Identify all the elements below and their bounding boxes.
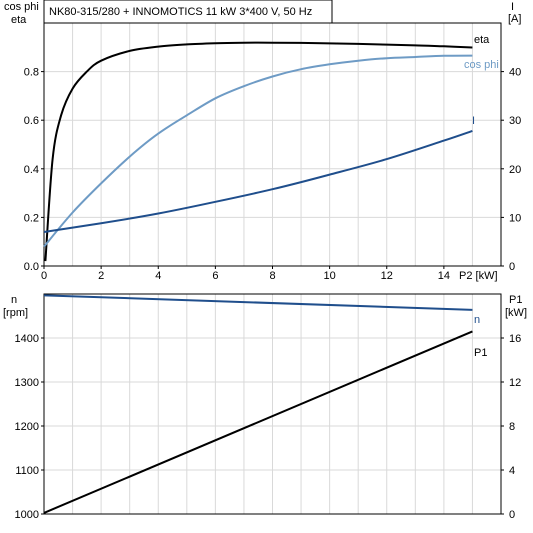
y-right-tick-label: 10 (509, 212, 521, 224)
y-left-tick-label: 0.4 (24, 164, 39, 176)
bottom-left-axis-label-2: [rpm] (3, 307, 28, 319)
series-label-cos-phi: cos phi (464, 59, 499, 71)
y-left-tick-label: 1200 (15, 421, 39, 433)
y-right-tick-label: 40 (509, 67, 521, 79)
y-left-tick-label: 1300 (15, 377, 39, 389)
y-right-tick-label: 4 (509, 465, 515, 477)
bottom-chart-ticks: 1000 1100 1200 1300 1400 0 4 8 12 16 (15, 333, 522, 521)
y-right-tick-label: 16 (509, 333, 521, 345)
x-tick-label: 14 (438, 270, 450, 282)
y-left-tick-label: 0.2 (24, 212, 39, 224)
y-left-tick-label: 0.0 (24, 261, 39, 273)
top-chart-title: NK80-315/280 + INNOMOTICS 11 kW 3*400 V,… (49, 6, 312, 18)
series-line-i (43, 129, 473, 233)
x-tick-label: 10 (324, 270, 336, 282)
top-chart-ticks: 0.0 0.2 0.4 0.6 0.8 0 10 20 30 40 0 2 4 6 8 10 12 14 (24, 67, 522, 282)
y-left-tick-label: 1400 (15, 333, 39, 345)
series-line-n (43, 294, 473, 311)
y-right-tick-label: 12 (509, 377, 521, 389)
y-right-tick-label: 0 (509, 509, 515, 521)
series-label-eta: eta (474, 34, 490, 46)
series-line-cos-phi (43, 54, 473, 248)
bottom-left-axis-label-1: n (11, 294, 17, 306)
x-tick-label: 6 (212, 270, 218, 282)
series-label-p1: P1 (474, 347, 487, 359)
top-chart-grid (44, 23, 501, 266)
x-tick-label: 12 (381, 270, 393, 282)
bottom-chart-grid (44, 294, 501, 514)
y-left-tick-label: 1000 (15, 509, 39, 521)
series-line-p1 (43, 330, 473, 514)
top-chart-series (43, 41, 473, 262)
top-left-axis-label-1: cos phi (4, 1, 39, 13)
y-right-tick-label: 30 (509, 115, 521, 127)
x-tick-label: 8 (269, 270, 275, 282)
y-left-tick-label: 0.6 (24, 115, 39, 127)
top-x-axis-label: P2 [kW] (459, 270, 498, 282)
series-label-speed: n (474, 314, 480, 326)
series-line-eta (44, 41, 473, 262)
y-left-tick-label: 1100 (15, 465, 39, 477)
top-left-axis-label-2: eta (11, 14, 27, 26)
y-right-tick-label: 0 (509, 261, 515, 273)
y-right-tick-label: 8 (509, 421, 515, 433)
bottom-right-axis-label-2: [kW] (505, 307, 527, 319)
x-tick-label: 0 (41, 270, 47, 282)
bottom-chart-frame (43, 293, 502, 515)
bottom-right-axis-label-1: P1 (509, 294, 522, 306)
x-tick-label: 4 (155, 270, 161, 282)
series-label-current: I (472, 115, 475, 127)
top-right-axis-label-2: [A] (508, 13, 521, 25)
top-right-axis-label-1: I (511, 1, 514, 13)
y-right-tick-label: 20 (509, 164, 521, 176)
top-chart-title-box (43, 0, 333, 24)
y-left-tick-label: 0.8 (24, 67, 39, 79)
x-tick-label: 2 (98, 270, 104, 282)
bottom-chart-series (43, 294, 473, 514)
